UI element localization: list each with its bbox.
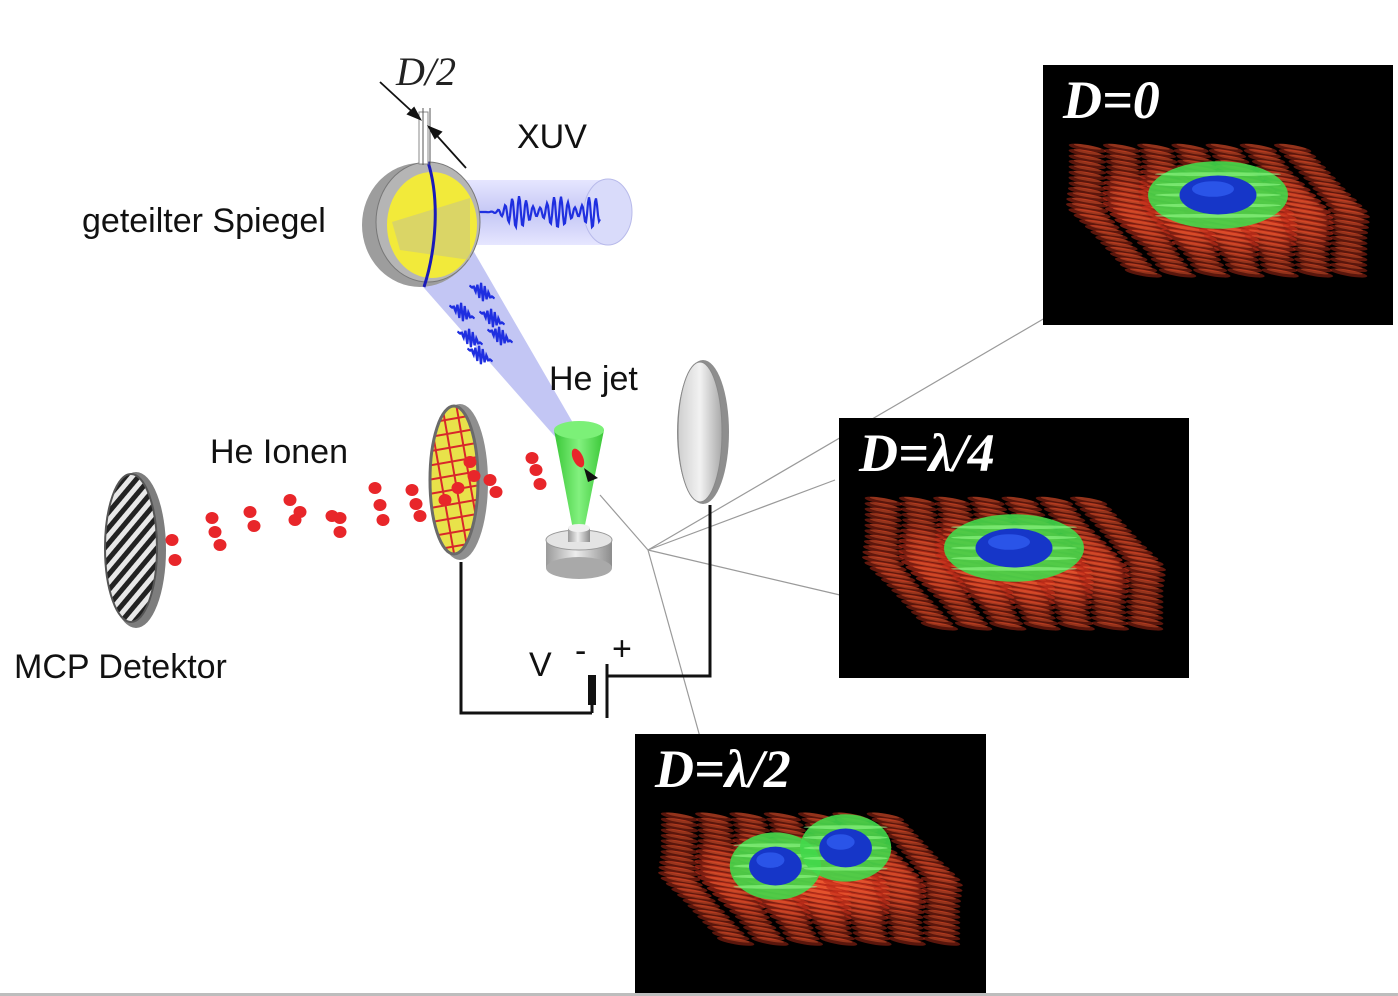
mcp-detector — [104, 472, 166, 628]
he-ions — [165, 452, 547, 566]
he-jet-label: He jet — [549, 360, 638, 398]
panel-title: D=0 — [1063, 70, 1160, 130]
frame-bottom-edge — [0, 993, 1398, 996]
spectrum-panel-d-half: D=λ/2 — [635, 734, 986, 993]
panel-title: D=λ/2 — [655, 739, 791, 799]
extraction-grid — [428, 404, 488, 560]
repeller-plate — [677, 360, 729, 504]
spectrum-plot — [658, 812, 963, 946]
minus-label: - — [575, 632, 587, 670]
xuv-label: XUV — [517, 118, 587, 156]
he-ions-label: He Ionen — [210, 433, 348, 471]
panel-title: D=λ/4 — [859, 423, 995, 483]
spectrum-panel-d-quarter: D=λ/4 — [839, 418, 1189, 678]
he-jet — [545, 421, 613, 579]
spectrum-plot — [862, 496, 1166, 631]
mirror-label: geteilter Spiegel — [82, 202, 326, 240]
detector-label: MCP Detektor — [14, 648, 227, 686]
spectrum-plot — [1066, 143, 1370, 278]
plus-label: + — [612, 630, 632, 668]
split-distance-arrows — [379, 81, 467, 169]
voltage-label: V — [529, 646, 552, 684]
voltage-circuit — [459, 505, 712, 718]
xuv-pulse-pairs — [448, 282, 514, 365]
split-distance-label: D/2 — [396, 49, 456, 94]
focused-beam — [410, 245, 580, 440]
split-mirror — [362, 108, 481, 288]
xuv-beam — [445, 178, 633, 246]
spectrum-panel-d0: D=0 — [1043, 65, 1393, 325]
